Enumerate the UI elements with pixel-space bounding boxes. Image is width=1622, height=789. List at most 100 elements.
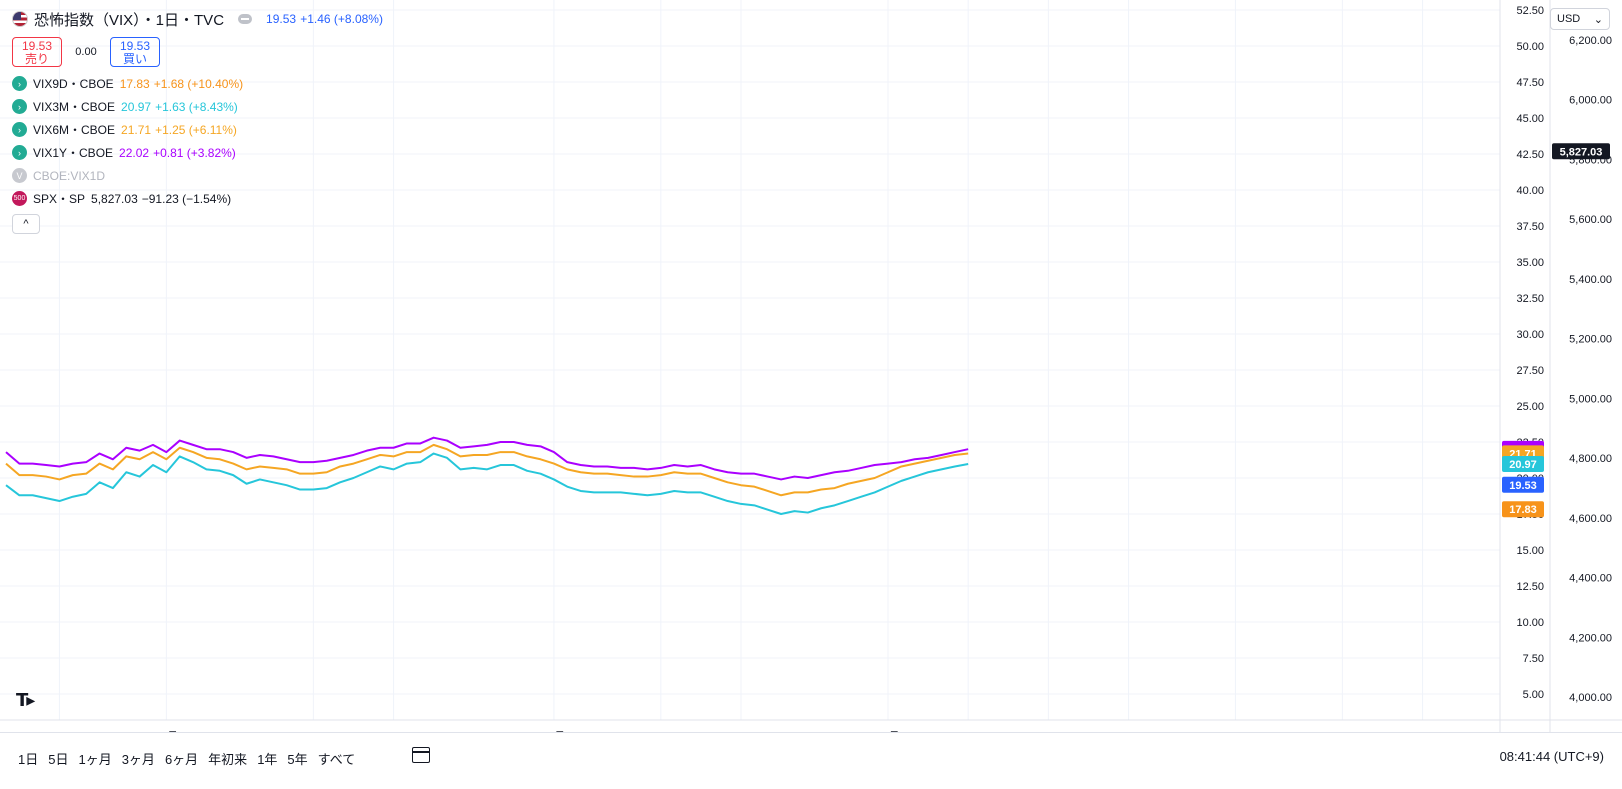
legend-row[interactable]: › VIX1Y・CBOE 22.02 +0.81 (+3.82%) bbox=[12, 141, 383, 164]
series-line-vix6m bbox=[5, 443, 969, 497]
x-axis-tick-label: 10月 bbox=[155, 731, 178, 732]
legend-symbol-name: VIX1Y・CBOE bbox=[33, 146, 114, 160]
x-axis-tick-label: 23 bbox=[1122, 731, 1134, 732]
left-axis-tick-label: 40.00 bbox=[1516, 185, 1544, 197]
last-value-badge bbox=[1552, 143, 1610, 160]
right-axis-tick-label: 5,000.00 bbox=[1569, 393, 1612, 405]
legend-row[interactable]: V CBOE:VIX1D bbox=[12, 164, 383, 187]
left-axis-tick-label: 47.50 bbox=[1516, 77, 1544, 89]
last-price: 19.53 bbox=[266, 12, 297, 26]
x-axis-tick-label: 11 bbox=[655, 731, 666, 732]
left-axis-tick-label: 5.00 bbox=[1523, 689, 1544, 701]
symbol-title[interactable]: 恐怖指数（VIX）・1日・TVC bbox=[34, 11, 225, 29]
buy-label: 買い bbox=[122, 52, 147, 66]
legend-value: 5,827.03 bbox=[91, 191, 138, 206]
range-all[interactable]: すべて bbox=[317, 752, 356, 767]
right-axis-tick-label: 5,400.00 bbox=[1569, 274, 1612, 286]
range-6m[interactable]: 6ヶ月 bbox=[164, 752, 199, 767]
arrow-badge-icon: › bbox=[12, 99, 27, 114]
legend-symbol-name: CBOE:VIX1D bbox=[33, 168, 106, 183]
legend-symbol-name: VIX9D・CBOE bbox=[33, 77, 114, 91]
x-axis-tick-label: 16 bbox=[1042, 731, 1054, 732]
right-axis-tick-label: 4,400.00 bbox=[1569, 573, 1612, 585]
chart-canvas[interactable]: 52.50 50.00 47.50 45.00 42.50 40.00 37.50 35.00… bbox=[0, 0, 1622, 732]
range-ytd[interactable]: 年初来 bbox=[208, 752, 248, 767]
buy-price: 19.53 bbox=[119, 39, 151, 53]
legend-change: +1.68 (+10.40%) bbox=[153, 76, 244, 91]
price-change: +1.46 (+8.08%) bbox=[300, 12, 383, 26]
last-value-label: 19.53 bbox=[1509, 480, 1537, 492]
range-1d[interactable]: 1日 bbox=[18, 752, 39, 767]
trade-buttons: 19.53 売り 0.00 19.53 買い bbox=[12, 36, 383, 68]
range-selector: 1日 5日 1ヶ月 3ヶ月 6ヶ月 年初来 1年 5年 すべて bbox=[18, 749, 365, 768]
left-axis-tick-label: 27.50 bbox=[1516, 365, 1544, 377]
left-axis-tick-label: 25.00 bbox=[1516, 401, 1544, 413]
x-axis-tick-label: 21 bbox=[387, 731, 399, 732]
left-axis-tick-label: 35.00 bbox=[1516, 257, 1544, 269]
legend-symbol-name: SPX・SP bbox=[33, 192, 86, 206]
legend-symbol-name: VIX3M・CBOE bbox=[33, 100, 116, 114]
legend-row[interactable]: 500 SPX・SP 5,827.03 −91.23 (−1.54%) bbox=[12, 187, 383, 210]
symbol-title-row[interactable]: 恐怖指数（VIX）・1日・TVC 19.53 +1.46 (+8.08%) bbox=[12, 8, 383, 30]
currency-selector[interactable]: USD ⌄ bbox=[1550, 8, 1610, 30]
left-axis-tick-label: 42.50 bbox=[1516, 149, 1544, 161]
legend-row[interactable]: › VIX6M・CBOE 21.71 +1.25 (+6.11%) bbox=[12, 118, 383, 141]
x-axis-tick-label: 13 bbox=[1336, 731, 1348, 732]
legend-change: +1.63 (+8.43%) bbox=[155, 99, 238, 114]
last-value-label: 5,827.03 bbox=[1560, 146, 1603, 158]
legend-value: 21.71 bbox=[121, 122, 152, 137]
legend-symbol-name: VIX6M・CBOE bbox=[33, 123, 116, 137]
right-axis-tick-label: 4,200.00 bbox=[1569, 632, 1612, 644]
scale-log-button[interactable]: B bbox=[1586, 731, 1593, 732]
collapse-legend-button[interactable]: ^ bbox=[12, 214, 40, 234]
buy-button[interactable]: 19.53 買い bbox=[110, 37, 160, 67]
right-axis-tick-label: 4,600.00 bbox=[1569, 513, 1612, 525]
arrow-badge-icon: › bbox=[12, 76, 27, 91]
collapse-minus-icon[interactable] bbox=[238, 14, 253, 24]
sell-button[interactable]: 19.53 売り bbox=[12, 37, 62, 67]
right-axis-tick-label: 6,200.00 bbox=[1569, 35, 1612, 47]
clock-timezone[interactable]: 08:41:44 (UTC+9) bbox=[1499, 749, 1604, 764]
last-value-badge bbox=[1502, 476, 1544, 493]
left-axis-tick-label: 10.00 bbox=[1516, 617, 1544, 629]
left-axis-tick-label: 37.50 bbox=[1516, 221, 1544, 233]
x-axis-tick-label: 12月 bbox=[876, 731, 899, 732]
currency-label: USD bbox=[1557, 13, 1581, 25]
right-axis-tick-label: 4,800.00 bbox=[1569, 453, 1612, 465]
last-value-badge bbox=[1502, 501, 1544, 518]
x-axis-tick-label: 18 bbox=[735, 731, 747, 732]
legend-change: +1.25 (+6.11%) bbox=[155, 122, 237, 137]
range-3m[interactable]: 3ヶ月 bbox=[121, 752, 155, 767]
legend-value: 20.97 bbox=[121, 99, 152, 114]
arrow-badge-icon: › bbox=[12, 122, 27, 137]
last-value-label: 17.83 bbox=[1509, 504, 1537, 516]
range-5y[interactable]: 5年 bbox=[287, 752, 308, 767]
sell-price: 19.53 bbox=[21, 39, 53, 53]
legend-row[interactable]: › VIX3M・CBOE 20.97 +1.63 (+8.43%) bbox=[12, 95, 383, 118]
x-axis-tick-label: 14 bbox=[307, 731, 319, 732]
range-1y[interactable]: 1年 bbox=[257, 752, 278, 767]
legend: 恐怖指数（VIX）・1日・TVC 19.53 +1.46 (+8.08%) 19… bbox=[12, 8, 383, 234]
left-axis-tick-label: 50.00 bbox=[1516, 41, 1544, 53]
us-flag-icon bbox=[12, 11, 28, 27]
hidden-eye-icon: V bbox=[12, 168, 27, 183]
spread-value: 0.00 bbox=[75, 46, 97, 58]
tradingview-logo-icon[interactable]: T▸ bbox=[16, 690, 35, 711]
range-1m[interactable]: 1ヶ月 bbox=[78, 752, 112, 767]
left-axis-tick-label: 45.00 bbox=[1516, 113, 1544, 125]
scale-auto-button[interactable]: A bbox=[1526, 731, 1534, 732]
legend-value: 22.02 bbox=[119, 145, 150, 160]
legend-value: 17.83 bbox=[119, 76, 150, 91]
x-axis-tick-label: 2025 bbox=[1223, 731, 1247, 732]
arrow-badge-icon: › bbox=[12, 145, 27, 160]
left-axis-tick-label: 12.50 bbox=[1516, 581, 1544, 593]
series-line-vix1y bbox=[5, 436, 969, 481]
series-line-vix3m bbox=[5, 452, 969, 515]
legend-row[interactable]: › VIX9D・CBOE 17.83 +1.68 (+10.40%) bbox=[12, 72, 383, 95]
chevron-up-icon: ^ bbox=[23, 218, 29, 230]
calendar-goto-icon[interactable] bbox=[412, 747, 430, 763]
right-axis-tick-label: 5,200.00 bbox=[1569, 334, 1612, 346]
range-5d[interactable]: 5日 bbox=[48, 752, 69, 767]
sell-label: 売り bbox=[24, 52, 49, 66]
